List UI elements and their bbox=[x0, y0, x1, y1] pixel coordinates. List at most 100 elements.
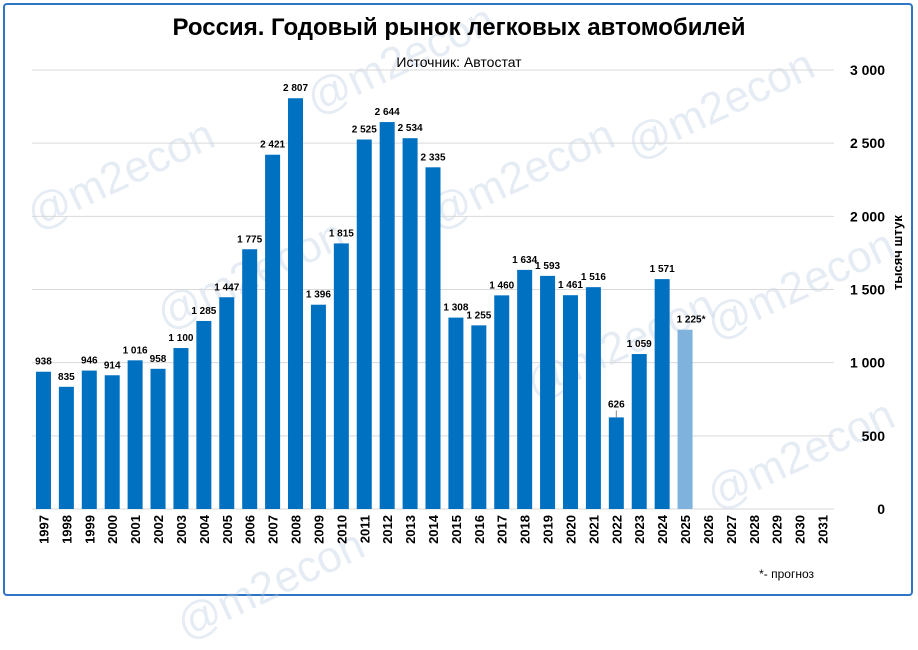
x-tick-label: 2006 bbox=[243, 515, 258, 544]
x-tick-label: 2005 bbox=[220, 515, 235, 544]
data-label: 1 593 bbox=[535, 261, 560, 272]
y-tick-label: 1 500 bbox=[850, 282, 885, 298]
bar bbox=[562, 295, 578, 509]
x-tick-label: 2000 bbox=[105, 515, 120, 544]
data-label: 1 255 bbox=[466, 310, 491, 321]
y-tick-label: 0 bbox=[877, 501, 885, 517]
x-tick-label: 2009 bbox=[311, 515, 326, 544]
data-label: 2 807 bbox=[283, 83, 308, 94]
x-tick-label: 2004 bbox=[197, 514, 212, 544]
data-label: 914 bbox=[104, 360, 121, 371]
x-tick-label: 2027 bbox=[724, 515, 739, 544]
forecast-footnote: *- прогноз bbox=[759, 567, 814, 581]
bar bbox=[471, 325, 487, 509]
y-tick-label: 500 bbox=[862, 428, 886, 444]
x-tick-label: 2018 bbox=[518, 515, 533, 544]
x-tick-label: 2010 bbox=[334, 515, 349, 544]
y-tick-label: 2 500 bbox=[850, 135, 885, 151]
bar bbox=[585, 287, 601, 509]
x-tick-label: 1998 bbox=[59, 515, 74, 544]
data-label: 2 644 bbox=[375, 107, 400, 118]
bar bbox=[35, 371, 51, 509]
x-tick-label: 2008 bbox=[289, 515, 304, 544]
bar-chart: 0 500 1 000 1 500 2 000 2 500 3 000 938 1997 835 1… bbox=[32, 62, 886, 544]
data-label: 958 bbox=[150, 354, 167, 365]
x-tick-label: 2002 bbox=[151, 515, 166, 544]
data-label: 1 634 bbox=[512, 255, 537, 266]
data-label: 2 421 bbox=[260, 140, 285, 151]
x-tick-label: 2025 bbox=[678, 515, 693, 544]
data-label: 1 225* bbox=[677, 315, 706, 326]
data-label: 835 bbox=[58, 372, 75, 383]
x-tick-label: 2031 bbox=[816, 515, 831, 544]
x-tick-label: 2026 bbox=[701, 515, 716, 544]
x-tick-label: 2021 bbox=[586, 515, 601, 544]
bar bbox=[379, 122, 395, 509]
data-label: 1 059 bbox=[627, 339, 652, 350]
data-label: 2 534 bbox=[398, 123, 423, 134]
bar bbox=[265, 154, 281, 510]
data-label: 1 571 bbox=[650, 264, 675, 275]
bar bbox=[196, 320, 212, 509]
x-tick-label: 2019 bbox=[541, 515, 556, 544]
y-tick-label: 3 000 bbox=[850, 62, 885, 78]
x-tick-label: 2015 bbox=[449, 515, 464, 544]
x-tick-label: 2013 bbox=[403, 515, 418, 544]
x-tick-label: 2022 bbox=[609, 515, 624, 544]
x-tick-label: 2011 bbox=[357, 515, 372, 543]
bar bbox=[356, 139, 372, 509]
bar bbox=[677, 329, 693, 509]
x-tick-label: 2017 bbox=[495, 515, 510, 544]
bar bbox=[425, 167, 441, 510]
data-label: 1 447 bbox=[214, 282, 239, 293]
data-label: 1 460 bbox=[489, 280, 514, 291]
x-tick-label: 2028 bbox=[747, 515, 762, 544]
bar bbox=[448, 317, 464, 509]
bar bbox=[310, 304, 326, 509]
bar bbox=[402, 138, 418, 509]
chart-title: Россия. Годовый рынок легковых автомобил… bbox=[172, 14, 746, 41]
data-label: 1 775 bbox=[237, 234, 262, 245]
data-label: 2 525 bbox=[352, 125, 377, 136]
x-tick-label: 2012 bbox=[380, 515, 395, 544]
bar bbox=[173, 348, 189, 509]
data-label: 946 bbox=[81, 356, 98, 367]
data-label: 2 335 bbox=[420, 152, 445, 163]
data-label: 1 516 bbox=[581, 272, 606, 283]
bar bbox=[517, 269, 533, 509]
x-tick-label: 2016 bbox=[472, 515, 487, 544]
x-tick-label: 2007 bbox=[266, 515, 281, 544]
x-tick-label: 2014 bbox=[426, 514, 441, 544]
y-tick-label: 1 000 bbox=[850, 355, 885, 371]
x-tick-label: 2003 bbox=[174, 515, 189, 544]
x-tick-label: 2024 bbox=[655, 514, 670, 544]
data-label: 1 815 bbox=[329, 228, 354, 239]
bar bbox=[608, 417, 624, 509]
bar bbox=[219, 297, 235, 509]
chart-subtitle: Источник: Автостат bbox=[396, 54, 522, 70]
data-label: 1 100 bbox=[168, 333, 193, 344]
y-tick-label: 2 000 bbox=[850, 208, 885, 224]
data-label: 626 bbox=[608, 399, 625, 410]
x-tick-label: 1999 bbox=[82, 515, 97, 544]
bar bbox=[127, 360, 143, 509]
x-tick-label: 2001 bbox=[128, 515, 143, 544]
bar bbox=[104, 375, 120, 509]
data-label: 1 396 bbox=[306, 290, 331, 301]
data-label: 1 285 bbox=[191, 306, 216, 317]
bar bbox=[540, 275, 556, 509]
data-label: 1 461 bbox=[558, 280, 583, 291]
data-label: 1 308 bbox=[443, 303, 468, 314]
bar bbox=[333, 243, 349, 509]
bar bbox=[288, 98, 304, 509]
x-tick-label: 2029 bbox=[770, 515, 785, 544]
bar bbox=[150, 368, 166, 509]
bar bbox=[242, 249, 258, 509]
bar bbox=[654, 279, 670, 509]
y-axis-label: тысяч штук bbox=[890, 215, 905, 290]
x-tick-label: 2030 bbox=[793, 515, 808, 544]
x-tick-label: 2020 bbox=[563, 515, 578, 544]
x-tick-label: 1997 bbox=[36, 515, 51, 544]
data-label: 938 bbox=[35, 357, 52, 368]
bar bbox=[494, 295, 510, 509]
